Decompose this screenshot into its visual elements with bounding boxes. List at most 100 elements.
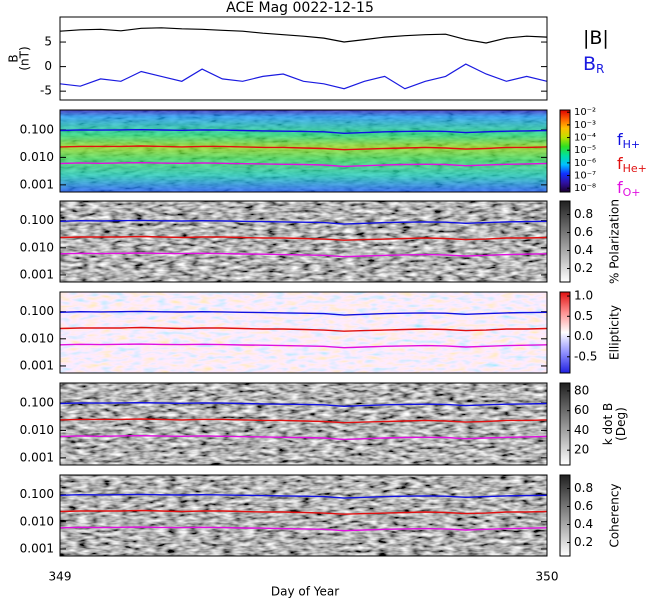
gyrofrequency-line xyxy=(59,161,548,168)
colorbar-tick-label: 0.2 xyxy=(574,261,593,275)
spectrogram-image xyxy=(60,292,547,373)
y-tick-label: 0.100 xyxy=(20,213,54,227)
colorbar-label: Coherency xyxy=(608,483,622,547)
y-tick-label: 0.001 xyxy=(20,177,54,191)
y-tick-label: -5 xyxy=(40,84,52,98)
y-axis-label: (nT) xyxy=(18,46,32,70)
gyrofrequency-line xyxy=(59,235,548,241)
legend-subscript: He+ xyxy=(623,162,647,175)
colorbar-tick-label: 0.8 xyxy=(574,207,593,221)
series-line xyxy=(59,63,548,90)
gyrofrequency-line xyxy=(59,493,548,499)
colorbar-label: Ellipticity xyxy=(608,305,622,360)
series-line xyxy=(59,27,548,44)
x-axis-label: Day of Year xyxy=(271,585,339,599)
gyrofrequency-line xyxy=(59,326,548,332)
y-tick-label: 0.001 xyxy=(20,541,54,555)
gyrofrequency-line xyxy=(59,343,548,349)
colorbar-label: (Deg) xyxy=(614,407,628,441)
colorbar-tick-label: 40 xyxy=(574,423,589,437)
colorbar xyxy=(559,200,571,283)
colorbar-tick-label: 10⁻⁸ xyxy=(574,183,596,194)
y-tick-label: 0.100 xyxy=(20,122,54,136)
colorbar-tick-label: 1.0 xyxy=(574,289,593,303)
spectrogram-image xyxy=(60,201,547,282)
colorbar xyxy=(559,382,571,466)
y-tick-label: 5 xyxy=(44,35,52,49)
gyrofrequency-line xyxy=(59,145,548,151)
colorbar-tick-label: 10⁻⁶ xyxy=(574,158,596,169)
y-tick-label: 0.100 xyxy=(20,487,54,501)
panel-frame xyxy=(59,474,548,557)
gyrofrequency-line xyxy=(59,252,548,258)
colorbar-tick-label: 0.2 xyxy=(574,535,593,549)
colorbar-tick-label: 0.6 xyxy=(574,225,593,239)
colorbar-tick-label: 0.4 xyxy=(574,517,593,531)
gyrofrequency-line xyxy=(59,128,548,135)
colorbar-tick-label: 0.6 xyxy=(574,499,593,513)
legend-entry: fO+ xyxy=(617,178,641,200)
colorbar-tick-label: 10⁻⁴ xyxy=(574,133,596,144)
colorbar-tick-label: 20 xyxy=(574,443,589,457)
legend-label: f xyxy=(617,178,623,197)
gyrofrequency-line xyxy=(59,219,548,225)
x-tick-label: 349 xyxy=(49,570,72,584)
y-tick-label: 0.010 xyxy=(20,331,54,345)
legend-subscript: O+ xyxy=(623,186,641,199)
panel-frame xyxy=(59,291,548,374)
colorbar-tick-label: 10⁻² xyxy=(574,107,596,118)
colorbar-tick-label: 0.4 xyxy=(574,243,593,257)
colorbar-tick-label: -0.5 xyxy=(574,349,597,363)
y-tick-label: 0.001 xyxy=(20,450,54,464)
y-tick-label: 0.100 xyxy=(20,304,54,318)
y-tick-label: 0.010 xyxy=(20,150,54,164)
legend-entry: BR xyxy=(583,53,604,76)
gyrofrequency-line xyxy=(59,434,548,441)
gyrofrequency-line xyxy=(59,401,548,408)
legend-subscript: H+ xyxy=(623,138,641,151)
x-tick-label: 350 xyxy=(536,570,559,584)
spectrogram-backgrounds xyxy=(60,110,547,556)
y-axis-label: B xyxy=(7,54,21,62)
y-tick-label: 0.001 xyxy=(20,267,54,281)
chart-title: ACE Mag 0022-12-15 xyxy=(226,0,374,16)
colorbar-tick-label: 0.0 xyxy=(574,329,593,343)
colorbar-tick-label: 10⁻³ xyxy=(574,120,596,131)
legend-entry: fH+ xyxy=(617,130,640,152)
legend-subscript: R xyxy=(596,62,604,76)
panel-frame xyxy=(59,382,548,466)
colorbar xyxy=(559,109,571,193)
legend-label: |B| xyxy=(583,27,609,49)
gyrofrequency-line xyxy=(59,509,548,515)
spectrogram-image xyxy=(60,383,547,465)
y-tick-label: 0 xyxy=(44,59,52,73)
spectrogram-texture xyxy=(60,110,547,192)
gyrofrequency-line xyxy=(59,526,548,532)
y-tick-label: 0.001 xyxy=(20,358,54,372)
colorbar-tick-label: 10⁻⁵ xyxy=(574,145,596,156)
y-tick-label: 0.010 xyxy=(20,514,54,528)
spectrogram-image xyxy=(60,475,547,556)
colorbar-label: % Polarization xyxy=(608,199,622,284)
gyrofrequency-line xyxy=(59,418,548,424)
legend-label: f xyxy=(617,130,623,149)
colorbar-tick-label: 0.5 xyxy=(574,309,593,323)
y-tick-label: 0.010 xyxy=(20,240,54,254)
panel-frame xyxy=(59,109,548,193)
legend-entry: fHe+ xyxy=(617,154,647,176)
legend-entry: |B| xyxy=(583,27,609,49)
panel-frame xyxy=(59,200,548,283)
colorbar-label: k dot B xyxy=(601,403,615,445)
panel-frame xyxy=(59,16,548,101)
colorbar-tick-label: 60 xyxy=(574,403,589,417)
colorbar-tick-label: 10⁻⁷ xyxy=(574,171,596,182)
y-tick-label: 0.100 xyxy=(20,395,54,409)
colorbar xyxy=(559,474,571,557)
gyrofrequency-line xyxy=(59,310,548,316)
legend-label: f xyxy=(617,154,623,173)
legend-label: B xyxy=(583,53,596,75)
colorbar xyxy=(559,291,571,374)
colorbar-tick-label: 0.8 xyxy=(574,481,593,495)
colorbar-tick-label: 80 xyxy=(574,383,589,397)
